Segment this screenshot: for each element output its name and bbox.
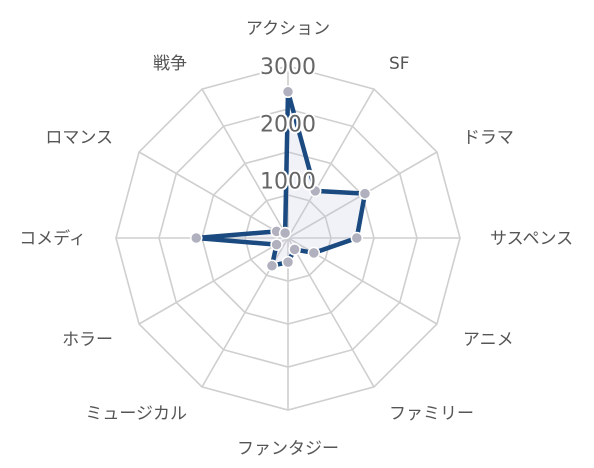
data-point: [278, 226, 292, 240]
tick-labels: 1000 2000 3000: [258, 53, 318, 197]
data-point: [281, 85, 295, 99]
grid-spoke: [138, 151, 289, 239]
tick-label: 2000: [260, 112, 316, 137]
tick-label: 3000: [260, 55, 316, 80]
tick-label: 1000: [260, 170, 316, 195]
grid-spoke: [201, 88, 289, 239]
axis-label: サスペンス: [490, 229, 573, 249]
data-point: [307, 246, 321, 260]
axis-label: ドラマ: [463, 128, 514, 148]
grid-spoke: [287, 237, 375, 388]
axis-label: ミュージカル: [85, 404, 187, 424]
series-layer: [190, 85, 372, 273]
axis-label: ファミリー: [389, 404, 474, 424]
data-point: [270, 238, 283, 251]
axis-label: コメディ: [19, 228, 86, 249]
data-point: [281, 255, 295, 269]
axis-label: 戦争: [153, 54, 187, 74]
data-point: [265, 259, 279, 273]
axis-label: アクション: [246, 19, 330, 39]
data-point: [288, 243, 301, 256]
axis-label: SF: [389, 54, 410, 74]
axis-label: アニメ: [463, 330, 514, 350]
series-area: [196, 91, 365, 266]
axis-label: ファンタジー: [237, 439, 339, 459]
axis-label: ホラー: [62, 330, 113, 350]
grid-spoke: [287, 88, 375, 239]
data-point: [358, 187, 372, 200]
data-point: [350, 231, 364, 245]
data-point: [308, 184, 322, 198]
data-point: [190, 231, 203, 245]
grid-spoke: [138, 237, 289, 325]
axis-label: ロマンス: [45, 128, 113, 148]
